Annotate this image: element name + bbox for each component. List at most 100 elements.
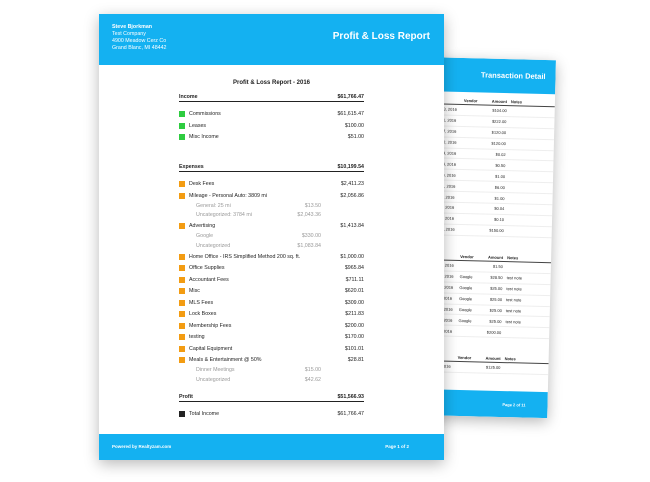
line-item-label: Accountant Fees [189,276,229,283]
row-notes [504,209,530,210]
line-item-label: testing [189,334,205,340]
line-item-amount: $309.00 [344,299,364,306]
sub-item-label: Google [196,233,214,239]
category-color-icon [179,181,185,187]
column-header: Notes [507,255,519,261]
section-label: Expenses [179,164,204,170]
category-color-icon [179,334,185,340]
category-color-icon [179,311,185,317]
category-color-icon [179,345,185,352]
row-amount: $120.00 [491,140,506,147]
line-item-amount: $2,056.86 [340,192,364,199]
row-amount: $25.00 [490,285,503,292]
column-header: Notes [510,99,523,105]
line-item-label: Office Supplies [189,265,225,271]
row-vendor [463,153,485,154]
row-vendor: Google [459,274,473,280]
sub-item-amount: $330.00 [301,233,321,239]
row-notes [506,133,532,134]
profit-loss-page: Steve Bjorkman Test Company 4900 Meadow … [99,14,444,460]
sub-item-amount: $2,043.36 [297,212,321,218]
line-item-amount: $620.01 [344,288,364,294]
line-item-amount: $2,411.23 [340,181,364,187]
row-amount: $25.00 [489,318,502,324]
line-item-label: Mileage - Personal Auto: 3809 mi [189,192,268,199]
row-vendor: Google [459,296,473,302]
row-notes [501,332,527,333]
sub-item-label: General: 25 mi [196,202,231,209]
line-item: Misc Income $51.00 [179,134,364,142]
row-amount: $0.10 [493,217,505,223]
line-item: Capital Equipment $101.01 [179,345,364,354]
line-item-amount: $61,615.47 [337,111,364,117]
line-item: Misc $620.01 [179,288,364,296]
line-item-label: Lock Boxes [189,311,217,317]
line-item-label: Advertising [189,223,216,229]
row-notes [505,165,531,166]
row-amount: $150.00 [489,227,504,234]
line-item-label: Membership Fees [189,322,232,329]
sub-item: Uncategorized: 3784 mi $2,043.36 [179,212,364,220]
line-item: testing $170.00 [179,334,364,342]
category-color-icon [179,111,185,117]
sub-item-amount: $13.50 [304,202,321,209]
category-color-icon [179,192,185,199]
column-header: Vendor [457,354,472,361]
line-item-label: Total Income [189,411,220,417]
row-vendor [461,208,483,209]
column-header: Amount [485,355,501,361]
section-total: $10,199.54 [337,164,364,170]
expenses-header: Expenses $10,199.54 [179,164,364,172]
sub-item-label: Uncategorized: 3784 mi [196,212,252,218]
profit-header: Profit $51,566.93 [179,394,364,402]
row-vendor [458,331,480,332]
line-item-amount: $1,413.84 [340,223,364,229]
row-vendor [462,197,484,198]
row-notes [505,198,531,199]
row-notes: test note [505,318,521,325]
row-amount: $1.00 [495,173,506,179]
section-label: Profit [179,394,193,400]
category-color-icon [179,299,185,306]
row-amount: $28.50 [490,275,503,281]
sub-item: Uncategorized $1,083.84 [179,243,364,251]
row-notes [506,144,532,145]
category-color-icon [179,134,185,140]
row-notes [506,155,532,156]
front-page-header: Steve Bjorkman Test Company 4900 Meadow … [99,14,444,65]
line-item-amount: $28.81 [347,357,364,363]
row-amount: $0.50 [495,162,506,168]
category-color-icon [179,276,185,283]
back-page-number: Page 2 of 11 [502,402,526,408]
line-item: Membership Fees $200.00 [179,322,364,331]
row-vendor [463,121,485,122]
row-notes [504,220,530,221]
row-notes: test note [505,308,522,314]
section-total: $61,766.47 [337,94,364,100]
category-color-icon [179,253,185,260]
line-item-label: Misc Income [189,134,219,140]
line-item-label: Misc [189,288,200,294]
line-item-amount: $61,766.47 [337,411,364,417]
line-item-amount: $1,000.00 [340,253,364,260]
line-item: Desk Fees $2,411.23 [179,181,364,189]
line-item-amount: $100.00 [344,122,364,129]
sub-item: Uncategorized $42.62 [179,377,364,385]
category-color-icon [179,122,185,129]
row-vendor [462,164,484,165]
row-notes [505,176,531,177]
row-vendor [464,110,486,111]
sub-item-label: Uncategorized [196,376,231,383]
line-item-amount: $200.00 [344,322,364,329]
row-vendor: Google [458,306,472,313]
category-color-icon [179,223,185,229]
row-amount: $104.00 [492,108,507,114]
line-item-label: Commissions [189,111,221,117]
row-notes [505,187,531,188]
back-page-title: Transaction Detail [480,70,546,81]
row-vendor [460,266,482,267]
row-vendor: Google [458,317,472,324]
row-amount: $6.00 [494,184,505,190]
line-item-amount: $51.00 [347,134,364,140]
category-color-icon [179,357,185,363]
